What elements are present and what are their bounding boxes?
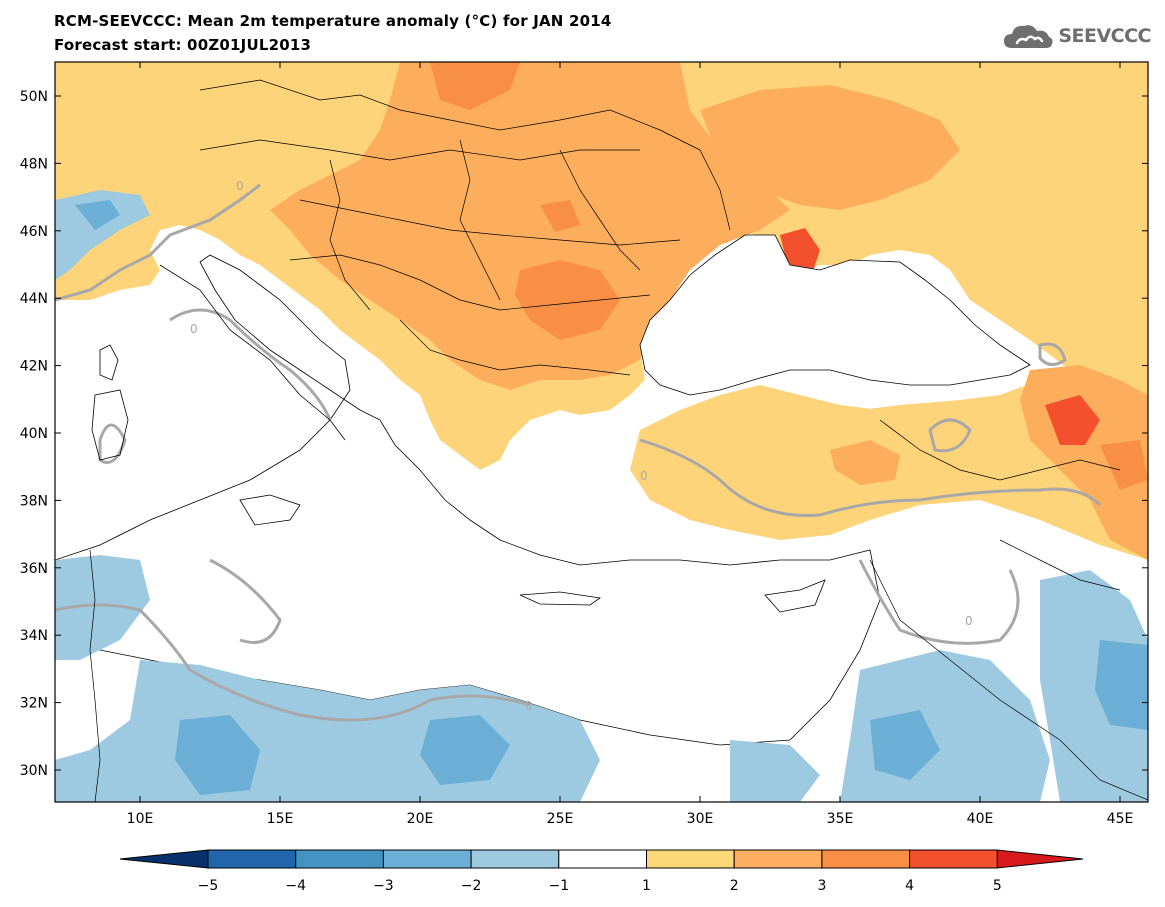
colorbar-tick-label: 4 [905, 878, 914, 894]
colorbar-tick-label: −5 [198, 878, 219, 894]
coastlines [91, 264, 826, 613]
colorbar-upper-extension [996, 849, 1084, 869]
colorbar-segments [119, 849, 1084, 869]
anomaly-region-light-blue-alps [55, 190, 150, 280]
anomaly-region-red-caucasus [1045, 395, 1100, 445]
lat-label: 44N [20, 291, 48, 307]
anomaly-region-dark-orange-hungary [430, 62, 520, 110]
italy-east-coast [159, 264, 346, 441]
cloud-icon [1004, 25, 1053, 48]
colorbar-segment [821, 849, 911, 869]
colorbar-segment [558, 849, 647, 869]
colorbar-segment [470, 849, 560, 869]
lat-label: 40N [20, 426, 48, 442]
colorbar-segment [382, 849, 472, 869]
crete [519, 591, 602, 606]
lon-label: 40E [967, 811, 994, 827]
colorbar-tick-label: −4 [285, 878, 306, 894]
anomaly-region-dark-orange-romania [515, 260, 620, 340]
corsica [99, 344, 119, 381]
contour-label: 0 [190, 322, 198, 336]
colorbar-tick-label: 3 [817, 878, 826, 894]
anomaly-region-blue-arabia [1095, 640, 1148, 730]
latitude-axis: 50N 48N 46N 44N 42N 40N 38N 36N 34N 32N 30N [20, 89, 1148, 779]
colorbar-tick-label: 5 [993, 878, 1002, 894]
anomaly-region-blue-egypt-coast [420, 715, 510, 785]
contour-label: 0 [236, 179, 244, 193]
anomaly-region-light-blue-algeria [55, 555, 150, 660]
lon-label: 30E [687, 811, 714, 827]
lon-label: 20E [407, 811, 434, 827]
lat-label: 46N [20, 224, 48, 240]
anomaly-region-dark-orange-armenia [1100, 440, 1148, 490]
map-field: 0 0 0 0 0 [55, 62, 1148, 802]
contour-label: 0 [640, 469, 648, 483]
colorbar-segment [295, 849, 384, 869]
anomaly-region-blue-libya [175, 715, 260, 795]
lat-label: 48N [20, 156, 48, 172]
black-sea [639, 234, 1031, 396]
sicily [239, 494, 301, 526]
lon-label: 45E [1107, 811, 1134, 827]
anomaly-region-dark-orange-hotspot [540, 200, 580, 232]
contour-label: 0 [965, 614, 973, 628]
longitude-axis: 10E 15E 20E 25E 30E 35E 40E 45E [127, 62, 1134, 827]
anomaly-region-blue-mideast [870, 710, 940, 780]
colorbar-tick-label: 2 [730, 878, 739, 894]
colorbar-segment [207, 849, 297, 869]
lon-label: 35E [827, 811, 854, 827]
colorbar-segment [909, 849, 998, 869]
lat-label: 38N [20, 493, 48, 509]
anomaly-region-light-blue-arabia [1040, 570, 1148, 802]
colorbar-tick-labels: −5 −4 −3 −2 −1 1 2 3 4 5 [198, 878, 1002, 894]
logo-text: SEEVCCC [1058, 25, 1151, 47]
colorbar-tick-label: −1 [548, 878, 569, 894]
lon-label: 15E [267, 811, 294, 827]
lon-label: 25E [547, 811, 574, 827]
anomaly-region-light-blue-sinai [730, 740, 820, 802]
lat-label: 30N [20, 763, 48, 779]
lon-label: 10E [127, 811, 154, 827]
colorbar-tick-label: −2 [461, 878, 482, 894]
anomaly-region-orange-central [270, 62, 790, 390]
lat-label: 32N [20, 696, 48, 712]
forecast-start-label: Forecast start: 00Z01JUL2013 [54, 36, 312, 54]
colorbar-segment [733, 849, 823, 869]
cyprus [764, 579, 826, 613]
seevccc-logo: SEEVCCC [1002, 22, 1151, 50]
sardinia [91, 389, 129, 461]
mediterranean-sea [55, 254, 881, 746]
lat-label: 50N [20, 89, 48, 105]
contour-label: 0 [525, 699, 533, 713]
anomaly-region-orange-east [700, 85, 960, 210]
colorbar-tick-label: −3 [373, 878, 394, 894]
country-borders [89, 79, 1148, 802]
colorbar-tick-label: 1 [642, 878, 651, 894]
map-frame [54, 61, 1149, 803]
colorbar-segment [646, 849, 735, 869]
zero-contours [55, 183, 1102, 722]
lat-label: 36N [20, 561, 48, 577]
anomaly-region-dark-orange-anatolia [830, 440, 900, 485]
colorbar-lower-extension [119, 849, 209, 869]
page-title: RCM-SEEVCCC: Mean 2m temperature anomaly… [54, 12, 612, 30]
anomaly-region-blue-alps [75, 200, 120, 230]
lat-label: 34N [20, 628, 48, 644]
lat-label: 42N [20, 359, 48, 375]
